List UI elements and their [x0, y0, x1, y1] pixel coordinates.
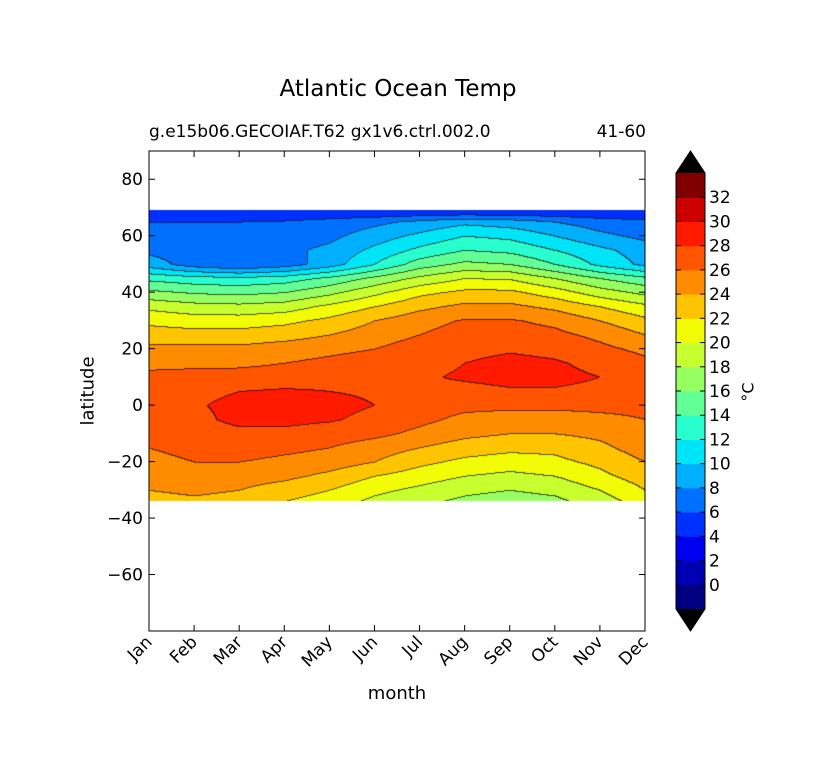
x-tick-label: Jul [398, 632, 427, 661]
colorbar-tick-label: 14 [709, 406, 731, 426]
colorbar-segment [676, 536, 705, 562]
colorbar-tick-label: 24 [709, 285, 731, 305]
colorbar-segment [676, 221, 705, 247]
colorbar-tick-label: 10 [709, 455, 731, 475]
colorbar-segment [676, 197, 705, 222]
y-tick-label: −60 [107, 566, 143, 586]
y-tick-label: −40 [107, 509, 143, 529]
colorbar-segment [676, 366, 705, 392]
x-tick-label: Oct [527, 632, 562, 667]
colorbar-tick-label: 32 [709, 188, 731, 208]
x-tick-label: Mar [210, 632, 247, 669]
colorbar-segment [676, 560, 705, 586]
x-tick-label: Jun [348, 632, 382, 666]
x-tick-label: Sep [480, 632, 517, 669]
colorbar-outline [675, 150, 706, 632]
y-tick-label: 0 [132, 396, 143, 416]
colorbar-segment [676, 439, 705, 465]
colorbar-tick-label: 28 [709, 237, 731, 257]
colorbar-tick-label: 12 [709, 430, 731, 450]
colorbar-tick-label: 22 [709, 309, 731, 329]
y-tick-label: 20 [121, 340, 143, 360]
colorbar-tick-label: 18 [709, 358, 731, 378]
colorbar-tick-label: 2 [709, 552, 720, 572]
x-tick-label: Aug [435, 632, 473, 670]
colorbar-segment [676, 342, 705, 368]
y-tick-label: 80 [121, 170, 143, 190]
chart-title: Atlantic Ocean Temp [279, 76, 517, 102]
colorbar-segment [676, 318, 705, 344]
period-label: 41-60 [596, 122, 646, 142]
colorbar-tick-label: 0 [709, 576, 720, 596]
colorbar-tick-label: 8 [709, 479, 720, 499]
colorbar-segment [676, 294, 705, 319]
x-tick-label: Apr [257, 632, 292, 667]
colorbar-segment [676, 487, 705, 513]
contour-plot-area [149, 151, 645, 631]
chart-subtitle: g.e15b06.GECOIAF.T62 gx1v6.ctrl.002.0 [149, 122, 491, 142]
colorbar-tick-label: 6 [709, 503, 720, 523]
x-axis-label: month [367, 683, 427, 704]
x-tick-label: Jan [123, 632, 156, 665]
colorbar-segment [676, 269, 705, 295]
colorbar-segment [676, 245, 705, 271]
colorbar-tick-label: 30 [709, 212, 731, 232]
colorbar-segment [676, 391, 705, 416]
x-tick-label: Feb [166, 632, 201, 667]
colorbar-extend-bottom [676, 609, 705, 631]
colorbar-tick-label: 16 [709, 382, 731, 402]
colorbar-extend-top [676, 151, 705, 173]
colorbar-tick-label: 4 [709, 527, 720, 547]
x-tick-label: May [298, 632, 337, 671]
y-tick-label: 40 [121, 283, 143, 303]
colorbar-segment [676, 173, 705, 198]
y-tick-label: −20 [107, 453, 143, 473]
colorbar-segment [676, 415, 705, 440]
colorbar-tick-label: 20 [709, 334, 731, 354]
colorbar-segment [676, 584, 705, 610]
x-tick-label: Nov [570, 632, 608, 670]
x-tick-label: Dec [615, 632, 652, 669]
plot-frame [148, 150, 646, 632]
y-tick-label: 60 [121, 227, 143, 247]
colorbar-segment [676, 463, 705, 489]
colorbar-segment [676, 512, 705, 537]
colorbar-tick-label: 26 [709, 261, 731, 281]
